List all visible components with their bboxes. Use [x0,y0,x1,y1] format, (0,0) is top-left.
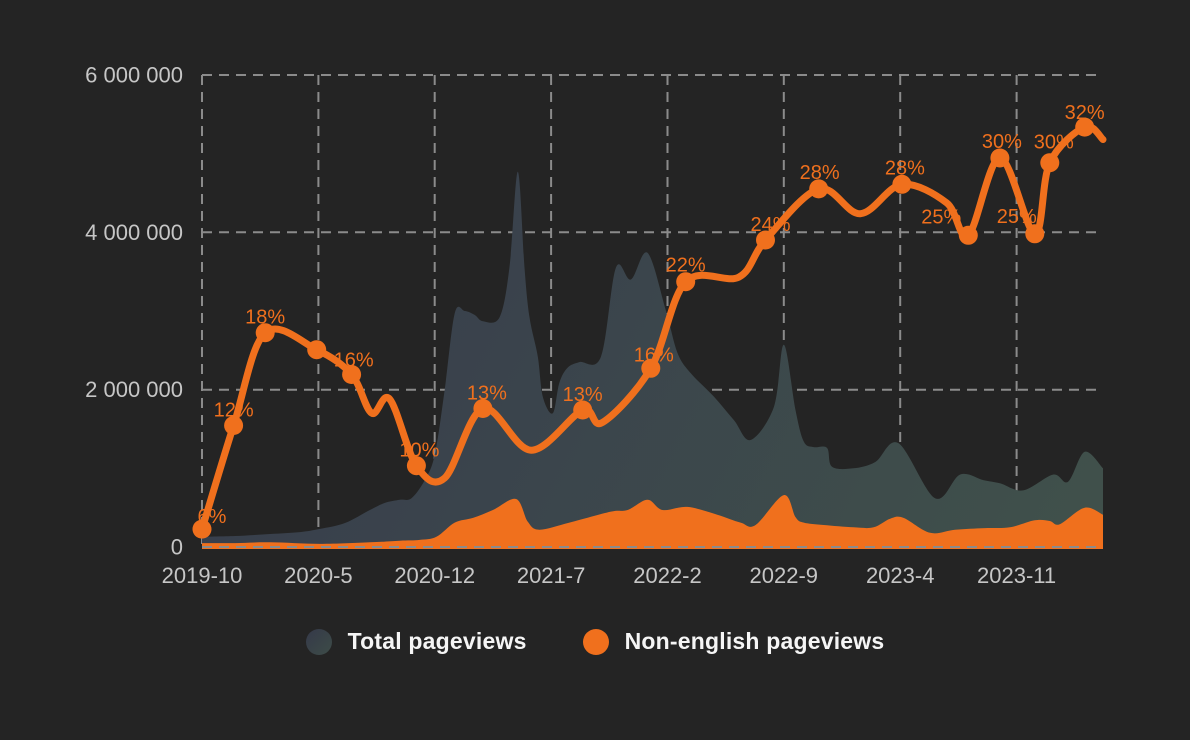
legend-item-total-pageviews[interactable]: Total pageviews [305,628,527,655]
data-point-label: 10% [399,440,439,462]
data-point-dot[interactable] [573,400,593,420]
x-axis-tick-label: 2020-12 [394,563,475,588]
legend-item-non-english-pageviews[interactable]: Non-english pageviews [582,628,885,655]
data-dots-layer [192,117,1095,539]
data-point-dot[interactable] [473,399,493,418]
data-point-label: 28% [800,162,840,184]
data-point-label: 18% [245,307,285,329]
x-axis-tick-label: 2022-9 [750,563,819,588]
legend-label-non-english-pageviews: Non-english pageviews [624,628,885,654]
data-point-label: 12% [214,400,254,422]
data-point-dot[interactable] [958,225,978,245]
y-axis-tick-label: 4 000 000 [85,220,183,245]
data-point-dot[interactable] [676,272,696,292]
data-point-dot[interactable] [406,456,426,476]
data-point-label: 28% [885,157,925,179]
data-point-label: 24% [750,214,790,236]
non-english-pageviews-swatch-icon [582,628,609,655]
data-point-label: 30% [982,131,1022,153]
data-point-dot[interactable] [892,174,912,194]
data-point-dot[interactable] [990,148,1010,168]
x-axis-tick-label: 2023-4 [866,563,935,588]
x-axis-tick-label: 2019-10 [162,563,243,588]
legend-label-total-pageviews: Total pageviews [347,628,527,654]
data-point-label: 30% [1034,132,1074,154]
y-axis-tick-label: 2 000 000 [85,377,183,402]
x-axis-tick-label: 2022-2 [633,563,702,588]
x-axis-tick-label: 2023-11 [977,563,1056,588]
data-point-dot[interactable] [224,416,244,435]
data-point-dot[interactable] [756,230,775,250]
data-point-label: 16% [634,344,674,366]
data-point-label: 13% [563,384,603,406]
data-point-label: 16% [334,350,374,372]
x-axis-tick-label: 2021-7 [517,563,586,588]
data-point-dot[interactable] [641,358,661,378]
pageviews-chart: 6% 12% 18% 16% 10% 13% 13% 16% 22% 24% 28% 28% 25% 30… [85,63,1107,589]
data-point-label: 25% [997,206,1037,228]
total-pageviews-swatch-icon [305,628,332,655]
data-point-label: 25% [921,206,961,228]
data-point-label: 13% [467,383,507,405]
data-point-label: 22% [666,255,706,277]
data-point-dot[interactable] [192,519,212,539]
data-point-dot[interactable] [255,323,275,343]
data-point-label: 32% [1065,102,1105,124]
data-point-dot[interactable] [809,179,829,199]
chart-legend: Total pageviews Non-english pageviews [0,628,1190,655]
axis-text-layer: 6 000 000 4 000 000 2 000 000 0 2019-10 2020-… [85,63,1056,589]
data-point-dot[interactable] [1025,224,1045,244]
data-labels-layer: 6% 12% 18% 16% 10% 13% 13% 16% 22% 24% 28% 28% 25% 30… [198,102,1105,528]
x-axis-tick-label: 2020-5 [284,563,353,588]
data-point-dot[interactable] [307,340,327,360]
data-point-dot[interactable] [342,365,362,384]
y-axis-tick-label: 6 000 000 [85,63,183,88]
data-point-dot[interactable] [1040,153,1060,173]
y-axis-tick-label: 0 [171,535,183,560]
non-english-pageviews-area[interactable] [202,495,1103,549]
data-point-dot[interactable] [1075,117,1095,137]
data-point-label: 6% [198,506,227,528]
